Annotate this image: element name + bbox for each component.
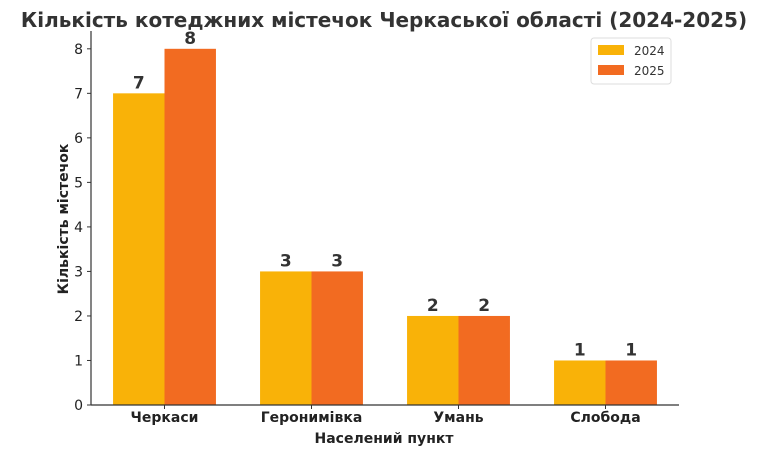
y-tick-label: 3 (74, 264, 83, 280)
bar-2024-геронимівка (260, 271, 312, 405)
y-tick-label: 2 (74, 309, 83, 325)
x-tick-label: Геронимівка (261, 410, 363, 426)
y-tick-label: 5 (74, 175, 83, 191)
legend-label-2024: 2024 (634, 44, 665, 58)
y-axis-ticks: 0 1 2 3 4 5 6 7 8 (74, 42, 91, 414)
data-label-2024-слобода: 1 (574, 340, 586, 360)
bar-2025-умань (458, 315, 510, 405)
legend: 2024 2025 (590, 37, 672, 85)
bars-group (113, 48, 657, 406)
y-tick-label: 6 (74, 131, 83, 147)
y-tick-label: 0 (74, 398, 83, 414)
data-label-2024-черкаси: 7 (133, 73, 145, 93)
y-tick-label: 7 (74, 86, 83, 102)
data-label-2024-геронимівка: 3 (280, 251, 292, 271)
bar-2024-умань (407, 315, 459, 405)
legend-swatch-2024 (598, 45, 624, 55)
bar-2024-черкаси (113, 93, 165, 405)
data-label-2024-умань: 2 (427, 296, 439, 316)
x-axis-ticks: Черкаси Геронимівка Умань Слобода (131, 405, 641, 426)
plot-area: 7 8 3 3 2 2 1 1 0 1 2 3 4 5 6 7 8 Черкаси Геронимівка Ума… (74, 29, 679, 426)
bar-2025-геронимівка (311, 271, 363, 405)
y-tick-label: 4 (74, 220, 83, 236)
legend-label-2025: 2025 (634, 64, 665, 78)
x-tick-label: Черкаси (131, 410, 199, 426)
data-label-2025-черкаси: 8 (184, 29, 196, 49)
x-axis-label: Населений пункт (315, 431, 455, 447)
chart-title: Кількість котеджних містечок Черкаської … (21, 8, 747, 32)
data-labels-group: 7 8 3 3 2 2 1 1 (133, 29, 637, 361)
bar-2025-слобода (605, 360, 657, 405)
y-axis-label: Кількість містечок (56, 143, 72, 294)
x-tick-label: Умань (433, 410, 483, 426)
data-label-2025-умань: 2 (478, 296, 490, 316)
bar-2024-слобода (554, 360, 606, 405)
data-label-2025-слобода: 1 (625, 340, 637, 360)
y-tick-label: 8 (74, 42, 83, 58)
x-tick-label: Слобода (570, 410, 640, 426)
bar-2025-черкаси (164, 48, 216, 406)
data-label-2025-геронимівка: 3 (331, 251, 343, 271)
y-tick-label: 1 (74, 353, 83, 369)
legend-swatch-2025 (598, 65, 624, 75)
